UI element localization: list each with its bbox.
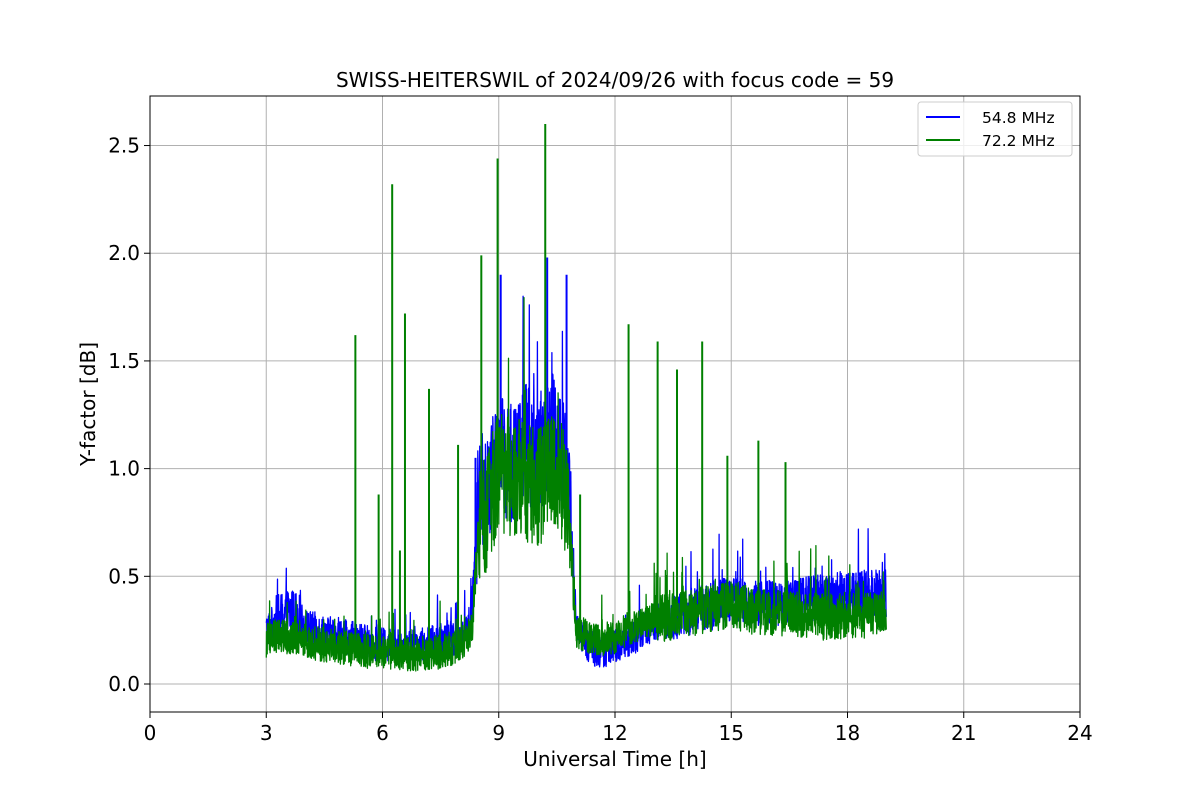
series-line-72.2-mhz	[265, 297, 887, 672]
x-tick-label: 12	[602, 721, 627, 745]
legend-label-54.8-mhz: 54.8 MHz	[982, 109, 1055, 127]
y-tick-label: 2.0	[108, 241, 140, 265]
x-tick-label: 6	[376, 721, 389, 745]
y-tick-label: 0.5	[108, 564, 140, 588]
x-tick-label: 21	[951, 721, 976, 745]
x-tick-label: 15	[719, 721, 744, 745]
x-tick-label: 9	[492, 721, 505, 745]
x-tick-label: 18	[835, 721, 860, 745]
x-axis-label: Universal Time [h]	[523, 747, 706, 771]
plot-series	[265, 124, 887, 672]
chart-title: SWISS-HEITERSWIL of 2024/09/26 with focu…	[336, 68, 894, 92]
y-axis-label: Y-factor [dB]	[76, 342, 100, 467]
legend-box	[917, 101, 1073, 157]
x-tick-label: 0	[144, 721, 157, 745]
y-tick-label: 0.0	[108, 672, 140, 696]
x-tick-label: 3	[260, 721, 273, 745]
y-tick-label: 1.5	[108, 349, 140, 373]
axis-ticks: 0 3 6 9 12 15 18 21 24 0.0 0.5 1.0 1.5 2.0 2.5	[108, 134, 1093, 745]
y-tick-label: 2.5	[108, 134, 140, 158]
legend: 54.8 MHz 72.2 MHz	[917, 101, 1073, 157]
y-tick-label: 1.0	[108, 457, 140, 481]
x-tick-label: 24	[1067, 721, 1092, 745]
legend-label-72.2-mhz: 72.2 MHz	[982, 132, 1055, 150]
